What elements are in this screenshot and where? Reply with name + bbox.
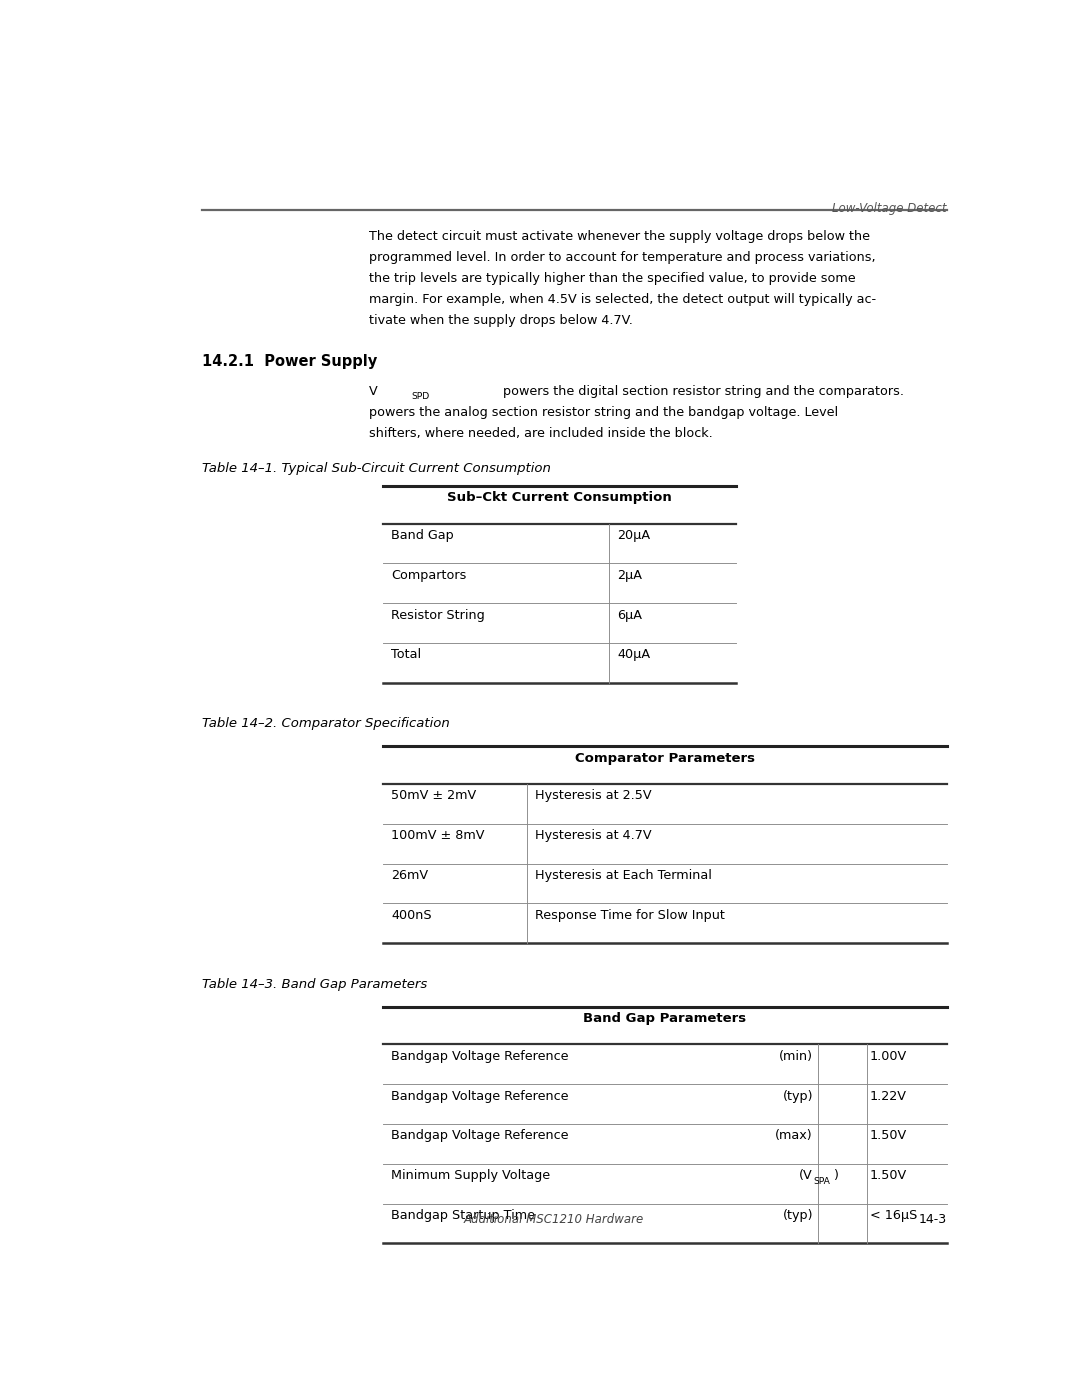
Text: (min): (min) <box>779 1049 813 1063</box>
Text: Hysteresis at Each Terminal: Hysteresis at Each Terminal <box>535 869 712 882</box>
Text: (typ): (typ) <box>783 1208 813 1222</box>
Text: 100mV ± 8mV: 100mV ± 8mV <box>391 830 485 842</box>
Text: SPA: SPA <box>813 1176 829 1186</box>
Text: 26mV: 26mV <box>391 869 429 882</box>
Text: Bandgap Startup Time: Bandgap Startup Time <box>391 1208 535 1222</box>
Text: (max): (max) <box>775 1129 813 1143</box>
Text: 50mV ± 2mV: 50mV ± 2mV <box>391 789 476 802</box>
Text: Band Gap Parameters: Band Gap Parameters <box>583 1011 746 1025</box>
Text: the trip levels are typically higher than the specified value, to provide some: the trip levels are typically higher tha… <box>369 272 856 285</box>
Text: powers the analog section resistor string and the bandgap voltage. Level: powers the analog section resistor strin… <box>369 407 838 419</box>
Text: (typ): (typ) <box>783 1090 813 1102</box>
Text: < 16μS: < 16μS <box>869 1208 917 1222</box>
Text: 1.50V: 1.50V <box>869 1169 907 1182</box>
Text: Hysteresis at 4.7V: Hysteresis at 4.7V <box>535 830 651 842</box>
Text: Band Gap: Band Gap <box>391 529 454 542</box>
Text: Table 14–3. Band Gap Parameters: Table 14–3. Band Gap Parameters <box>202 978 428 990</box>
Text: Hysteresis at 2.5V: Hysteresis at 2.5V <box>535 789 651 802</box>
Text: SPD: SPD <box>411 393 430 401</box>
Text: shifters, where needed, are included inside the block.: shifters, where needed, are included ins… <box>369 427 713 440</box>
Text: Bandgap Voltage Reference: Bandgap Voltage Reference <box>391 1129 569 1143</box>
Text: Table 14–1. Typical Sub-Circuit Current Consumption: Table 14–1. Typical Sub-Circuit Current … <box>202 462 551 475</box>
Text: (V: (V <box>799 1169 813 1182</box>
Text: 14.2.1  Power Supply: 14.2.1 Power Supply <box>202 353 377 369</box>
Text: Comparator Parameters: Comparator Parameters <box>575 752 755 764</box>
Text: margin. For example, when 4.5V is selected, the detect output will typically ac-: margin. For example, when 4.5V is select… <box>369 293 877 306</box>
Text: powers the digital section resistor string and the comparators.: powers the digital section resistor stri… <box>499 386 908 398</box>
Text: The detect circuit must activate whenever the supply voltage drops below the: The detect circuit must activate wheneve… <box>369 231 870 243</box>
Text: 1.22V: 1.22V <box>869 1090 907 1102</box>
Text: 20μA: 20μA <box>617 529 650 542</box>
Text: 14-3: 14-3 <box>919 1213 947 1227</box>
Text: Total: Total <box>391 648 421 661</box>
Text: Sub–Ckt Current Consumption: Sub–Ckt Current Consumption <box>447 492 672 504</box>
Text: Compartors: Compartors <box>391 569 467 583</box>
Text: 2μA: 2μA <box>617 569 643 583</box>
Text: Bandgap Voltage Reference: Bandgap Voltage Reference <box>391 1090 569 1102</box>
Text: Low-Voltage Detect: Low-Voltage Detect <box>833 203 947 215</box>
Text: Additional MSC1210 Hardware: Additional MSC1210 Hardware <box>463 1213 644 1227</box>
Text: Response Time for Slow Input: Response Time for Slow Input <box>535 909 725 922</box>
Text: 40μA: 40μA <box>617 648 650 661</box>
Text: ): ) <box>833 1169 838 1182</box>
Text: 1.50V: 1.50V <box>869 1129 907 1143</box>
Text: Table 14–2. Comparator Specification: Table 14–2. Comparator Specification <box>202 717 449 731</box>
Text: tivate when the supply drops below 4.7V.: tivate when the supply drops below 4.7V. <box>369 314 633 327</box>
Text: programmed level. In order to account for temperature and process variations,: programmed level. In order to account fo… <box>369 251 876 264</box>
Text: V: V <box>369 386 378 398</box>
Text: Bandgap Voltage Reference: Bandgap Voltage Reference <box>391 1049 569 1063</box>
Text: 6μA: 6μA <box>617 609 643 622</box>
Text: 1.00V: 1.00V <box>869 1049 907 1063</box>
Text: Resistor String: Resistor String <box>391 609 485 622</box>
Text: Minimum Supply Voltage: Minimum Supply Voltage <box>391 1169 550 1182</box>
Text: 400nS: 400nS <box>391 909 432 922</box>
